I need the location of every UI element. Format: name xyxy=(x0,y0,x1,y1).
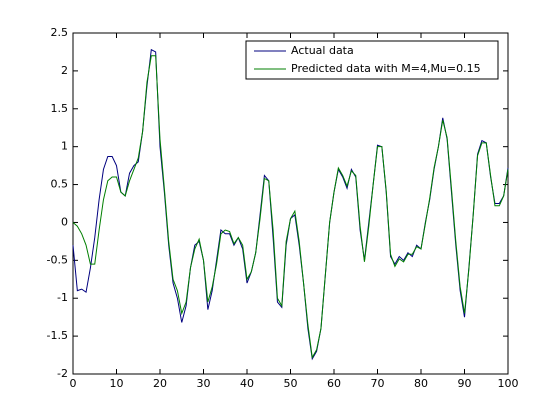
y-tick-label: 2 xyxy=(61,64,68,77)
y-tick-label: 1.5 xyxy=(51,102,69,115)
y-tick-label: 2.5 xyxy=(51,26,69,39)
x-tick-label: 70 xyxy=(371,377,385,390)
data-line xyxy=(72,55,509,359)
y-tick-label: 0.5 xyxy=(51,178,69,191)
legend xyxy=(245,40,499,80)
x-tick-label: 50 xyxy=(284,377,298,390)
x-tick-label: 10 xyxy=(110,377,124,390)
plot-area xyxy=(72,32,509,375)
y-tick-label: -1 xyxy=(57,291,68,304)
y-tick-label: -1.5 xyxy=(47,329,68,342)
x-tick-label: 90 xyxy=(458,377,472,390)
legend-label: Actual data xyxy=(291,44,354,57)
y-tick-label: -2 xyxy=(57,367,68,380)
y-tick-label: 1 xyxy=(61,140,68,153)
x-tick-label: 100 xyxy=(498,377,519,390)
x-tick-label: 0 xyxy=(70,377,77,390)
x-tick-label: 80 xyxy=(414,377,428,390)
x-tick-label: 40 xyxy=(240,377,254,390)
legend-label: Predicted data with M=4,Mu=0.15 xyxy=(291,62,481,75)
x-tick-label: 20 xyxy=(153,377,167,390)
y-tick-label: -0.5 xyxy=(47,253,68,266)
x-tick-label: 30 xyxy=(197,377,211,390)
y-tick-label: 0 xyxy=(61,215,68,228)
x-tick-label: 60 xyxy=(327,377,341,390)
